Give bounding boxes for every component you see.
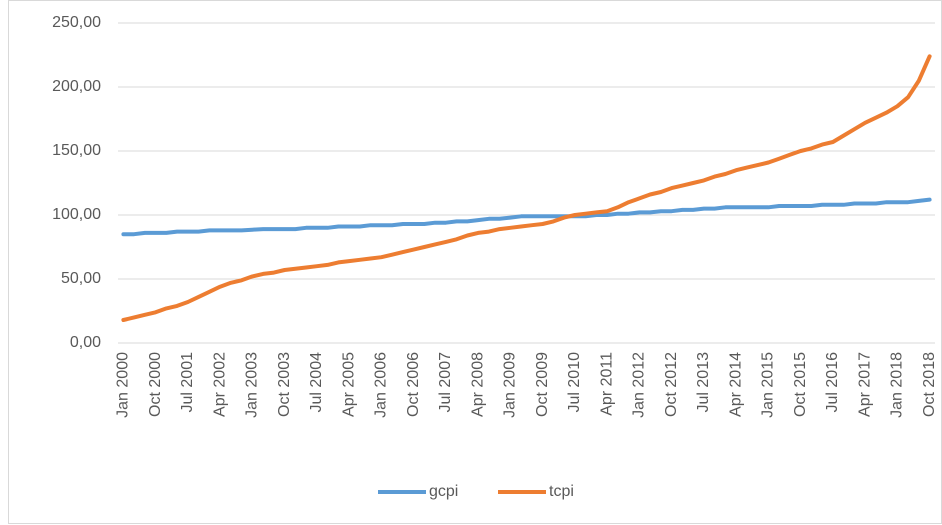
x-tick-label: Oct 2003 — [276, 352, 293, 417]
line-series — [121, 197, 932, 237]
y-tick-label: 0,00 — [70, 334, 101, 351]
x-tick-label: Oct 2006 — [405, 352, 422, 417]
y-tick-label: 250,00 — [52, 14, 101, 31]
y-tick-label: 50,00 — [61, 270, 101, 287]
x-tick-label: Oct 2000 — [147, 352, 164, 417]
x-tick-label: Jul 2001 — [179, 352, 196, 413]
x-tick-label: Jul 2013 — [695, 352, 712, 413]
x-tick-label: Oct 2018 — [921, 352, 938, 417]
legend-label: gcpi — [429, 483, 458, 500]
x-tick-label: Jan 2012 — [631, 352, 648, 418]
x-tick-label: Jul 2004 — [308, 352, 325, 413]
legend-label: tcpi — [549, 483, 574, 500]
line-series — [121, 54, 932, 322]
x-tick-label: Apr 2002 — [211, 352, 228, 417]
y-tick-label: 150,00 — [52, 142, 101, 159]
x-tick-label: Apr 2011 — [598, 352, 615, 416]
x-tick-label: Jul 2016 — [824, 352, 841, 413]
x-tick-label: Jan 2000 — [115, 352, 132, 418]
chart-border — [8, 0, 942, 524]
x-tick-label: Apr 2008 — [469, 352, 486, 417]
x-tick-label: Jan 2009 — [502, 352, 519, 418]
y-tick-label: 100,00 — [52, 206, 101, 223]
x-tick-label: Jan 2018 — [889, 352, 906, 418]
x-tick-label: Apr 2017 — [856, 352, 873, 417]
x-tick-label: Oct 2015 — [792, 352, 809, 417]
y-tick-label: 200,00 — [52, 78, 101, 95]
x-tick-label: Jan 2006 — [373, 352, 390, 418]
x-tick-label: Jul 2010 — [566, 352, 583, 413]
x-tick-label: Apr 2005 — [340, 352, 357, 417]
x-tick-label: Jan 2015 — [760, 352, 777, 418]
x-tick-label: Oct 2009 — [534, 352, 551, 417]
x-tick-label: Jul 2007 — [437, 352, 454, 413]
x-tick-label: Oct 2012 — [663, 352, 680, 417]
x-tick-label: Apr 2014 — [727, 352, 744, 417]
x-tick-label: Jan 2003 — [244, 352, 261, 418]
